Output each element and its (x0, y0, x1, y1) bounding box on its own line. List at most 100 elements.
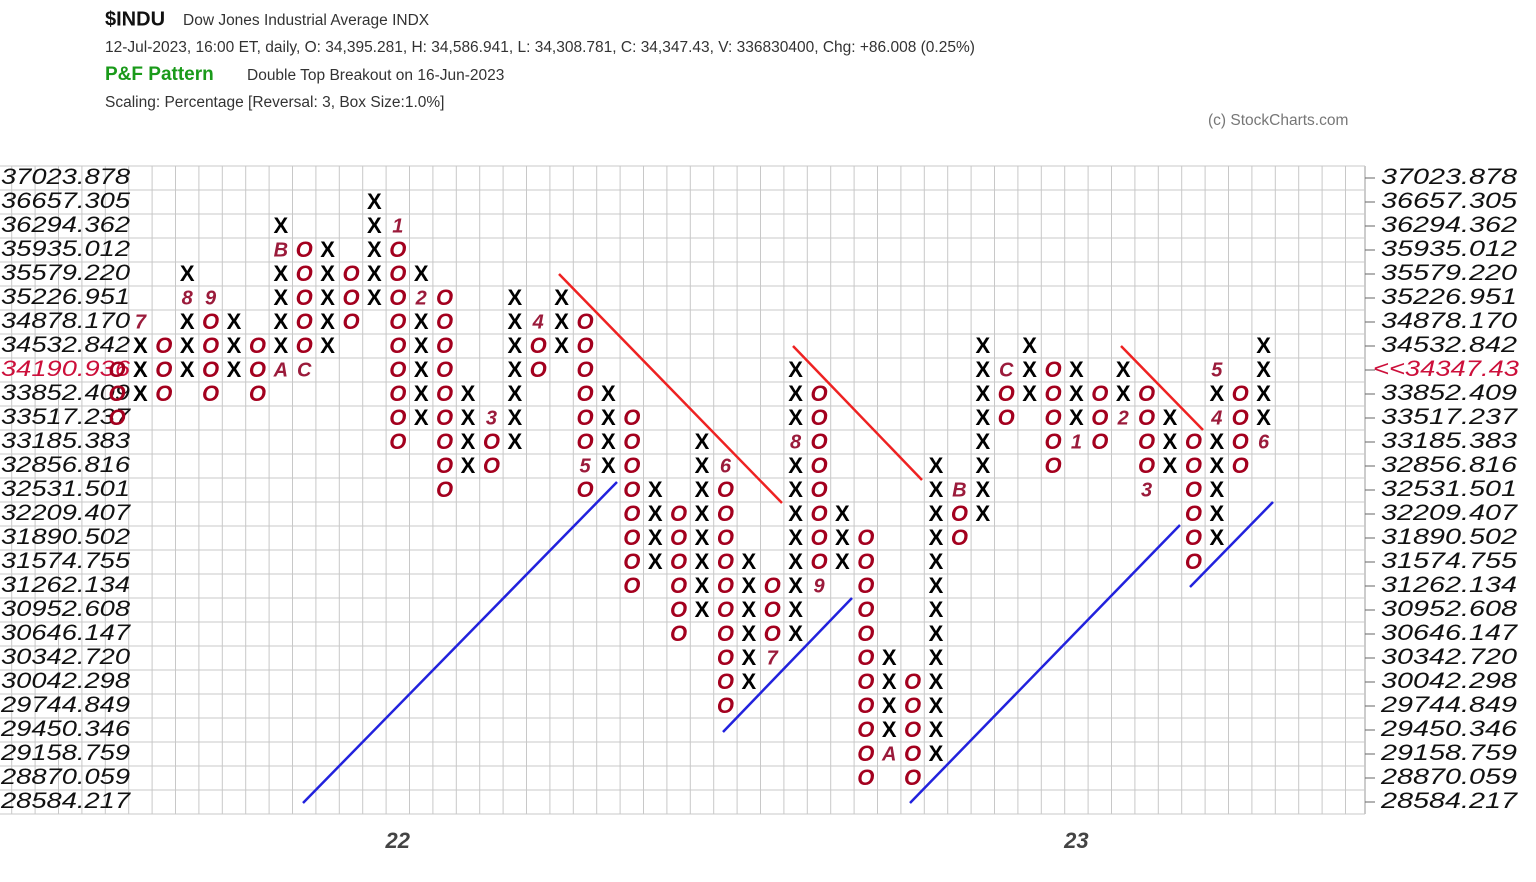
box-symbol: O (857, 525, 874, 550)
box-symbol: X (835, 501, 850, 526)
box-symbol: O (389, 261, 406, 286)
box-symbol: X (1209, 501, 1224, 526)
y-tick-label-right: 29744.849 (1380, 692, 1517, 717)
box-symbol: O (764, 597, 781, 622)
box-symbol: X (320, 333, 335, 358)
box-symbol: O (717, 621, 734, 646)
box-symbol: O (1138, 453, 1155, 478)
box-symbol: O (717, 645, 734, 670)
month-marker: 5 (1211, 359, 1223, 381)
box-symbol: O (296, 285, 313, 310)
box-symbol: X (1069, 357, 1084, 382)
box-symbol: X (507, 357, 522, 382)
box-symbol: X (320, 237, 335, 262)
box-symbol: O (810, 381, 827, 406)
box-symbol: O (857, 549, 874, 574)
box-symbol: X (414, 261, 429, 286)
month-marker: 3 (1141, 479, 1152, 501)
box-symbol: O (202, 333, 219, 358)
box-symbol: X (180, 357, 195, 382)
box-symbol: O (342, 261, 359, 286)
box-symbol: X (133, 333, 148, 358)
scaling-text: Scaling: Percentage [Reversal: 3, Box Si… (105, 94, 444, 111)
box-symbol: X (1163, 405, 1178, 430)
box-symbol: X (414, 357, 429, 382)
box-symbol: X (1209, 525, 1224, 550)
y-tick-label: 32856.816 (1, 452, 131, 477)
box-symbol: O (810, 525, 827, 550)
box-symbol: X (273, 285, 288, 310)
box-symbol: X (882, 669, 897, 694)
y-tick-label: 34532.842 (1, 332, 130, 357)
box-symbol: O (436, 357, 453, 382)
y-tick-label-right: 31262.134 (1381, 572, 1517, 597)
box-symbol: O (670, 549, 687, 574)
box-symbol: O (155, 333, 172, 358)
y-tick-label: 37023.878 (1, 164, 131, 189)
box-symbol: O (623, 453, 640, 478)
box-symbol: O (998, 381, 1015, 406)
box-symbol: X (1209, 477, 1224, 502)
y-tick-label: 34878.170 (1, 308, 131, 333)
box-symbol: O (670, 573, 687, 598)
box-symbol: X (414, 333, 429, 358)
box-symbol: O (530, 357, 547, 382)
box-symbol: O (623, 573, 640, 598)
chart-subtitle: Dow Jones Industrial Average INDX (183, 12, 430, 29)
box-symbol: X (695, 573, 710, 598)
y-tick-label: 33852.409 (1, 380, 130, 405)
y-tick-label-right: 33185.383 (1381, 428, 1518, 453)
box-symbol: X (367, 237, 382, 262)
box-symbol: O (1138, 429, 1155, 454)
box-symbol: X (133, 381, 148, 406)
box-symbol: X (741, 597, 756, 622)
y-tick-label: 31574.755 (1, 548, 131, 573)
box-symbol: O (530, 333, 547, 358)
box-symbol: O (717, 549, 734, 574)
y-tick-label: 32531.501 (1, 476, 130, 501)
y-tick-label: 28584.217 (0, 788, 131, 813)
box-symbol: X (414, 381, 429, 406)
box-symbol: X (648, 501, 663, 526)
month-marker: 3 (486, 407, 497, 429)
box-symbol: X (695, 453, 710, 478)
box-symbol: X (1209, 429, 1224, 454)
box-symbol: X (1022, 357, 1037, 382)
box-symbol: X (180, 309, 195, 334)
box-symbol: X (882, 717, 897, 742)
y-tick-label-right: 34532.842 (1381, 332, 1517, 357)
month-marker: B (274, 239, 288, 261)
box-symbol: X (788, 549, 803, 574)
box-symbol: O (576, 429, 593, 454)
y-tick-label: 30042.298 (1, 668, 131, 693)
box-symbol: X (507, 285, 522, 310)
box-symbol: X (741, 573, 756, 598)
box-symbol: X (695, 549, 710, 574)
box-symbol: X (788, 525, 803, 550)
y-tick-label-right: 37023.878 (1381, 164, 1518, 189)
box-symbol: O (389, 429, 406, 454)
box-symbol: X (554, 333, 569, 358)
box-symbol: O (155, 357, 172, 382)
grid (0, 165, 1366, 815)
box-symbol: O (436, 477, 453, 502)
box-symbol: X (975, 453, 990, 478)
box-symbol: X (273, 261, 288, 286)
box-symbol: X (741, 621, 756, 646)
month-marker: 8 (790, 431, 802, 453)
y-tick-label: 32209.407 (1, 500, 131, 525)
box-symbol: X (929, 477, 944, 502)
box-symbol: O (810, 501, 827, 526)
box-symbol: X (601, 405, 616, 430)
y-tick-label: 29450.346 (0, 716, 131, 741)
box-symbol: O (857, 645, 874, 670)
box-symbol: O (670, 501, 687, 526)
box-symbol: X (601, 429, 616, 454)
box-symbol: O (1185, 453, 1202, 478)
box-symbol: O (436, 381, 453, 406)
box-symbol: X (788, 381, 803, 406)
box-symbol: O (1091, 429, 1108, 454)
box-symbol: X (695, 429, 710, 454)
box-symbol: X (929, 501, 944, 526)
